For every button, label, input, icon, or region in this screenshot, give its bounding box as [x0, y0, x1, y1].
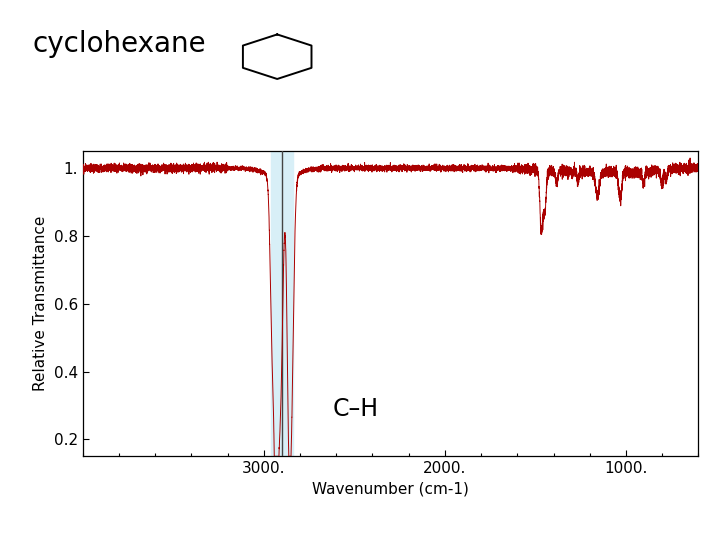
- Bar: [271, 151, 293, 456]
- X-axis label: Wavenumber (cm-1): Wavenumber (cm-1): [312, 482, 469, 497]
- Text: C–H: C–H: [333, 397, 379, 421]
- Y-axis label: Relative Transmittance: Relative Transmittance: [33, 216, 48, 392]
- Text: cyclohexane: cyclohexane: [32, 30, 206, 58]
